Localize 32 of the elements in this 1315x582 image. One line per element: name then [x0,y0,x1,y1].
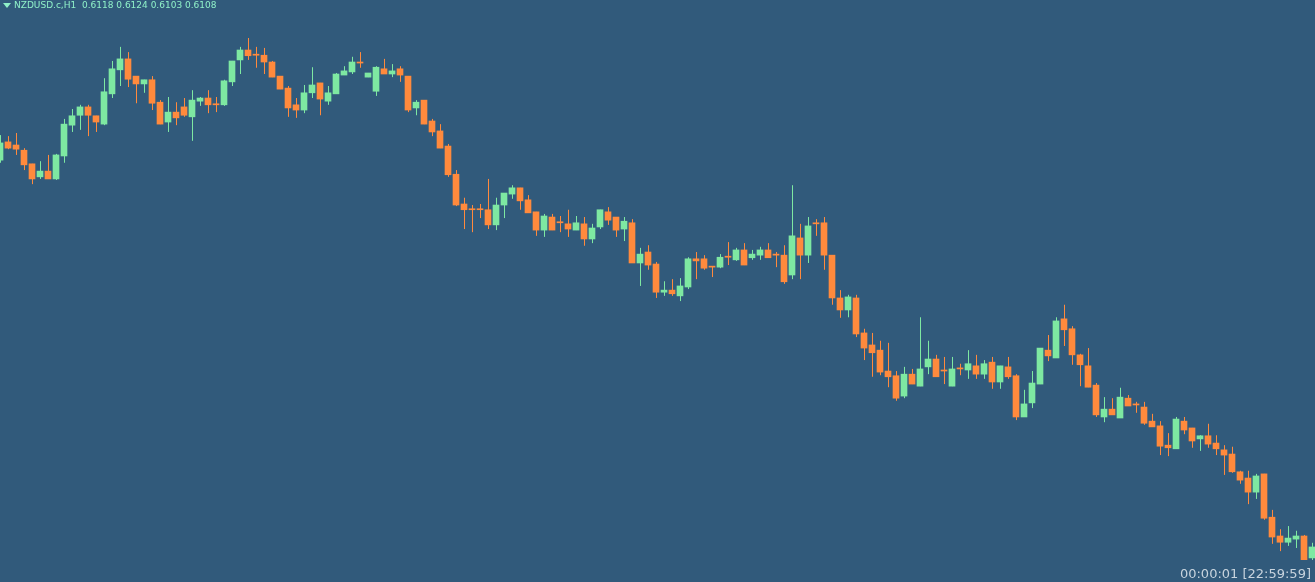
candlestick [292,97,300,119]
candlestick [468,204,476,233]
candlestick [1276,528,1284,552]
candlestick [596,209,604,230]
chart-title: NZDUSD.c,H1 0.6118 0.6124 0.6103 0.6108 [14,0,217,10]
candlestick [484,178,492,230]
candlestick [1140,401,1148,426]
candlestick [724,241,732,266]
candlestick [996,365,1004,390]
candlestick [28,163,36,185]
candlestick [1204,423,1212,449]
text: 00:00:01 [22:59:59] [1179,566,1311,581]
candlestick [1156,420,1164,456]
candlestick [692,251,700,280]
candlestick [1284,525,1292,547]
candlestick [300,84,308,114]
candlestick [252,46,260,69]
candlestick [180,97,188,118]
candlestick [532,211,540,237]
candlestick [68,108,76,133]
candlestick [324,85,332,106]
candlestick [12,132,20,156]
candlestick [892,370,900,402]
candlestick [916,316,924,387]
candlestick [1084,347,1092,388]
candlestick [124,51,132,88]
candlestick [948,356,956,387]
candlestick [972,354,980,380]
candlestick [76,104,84,131]
candlestick [84,104,92,137]
candlestick [964,349,972,380]
candlestick [516,187,524,211]
